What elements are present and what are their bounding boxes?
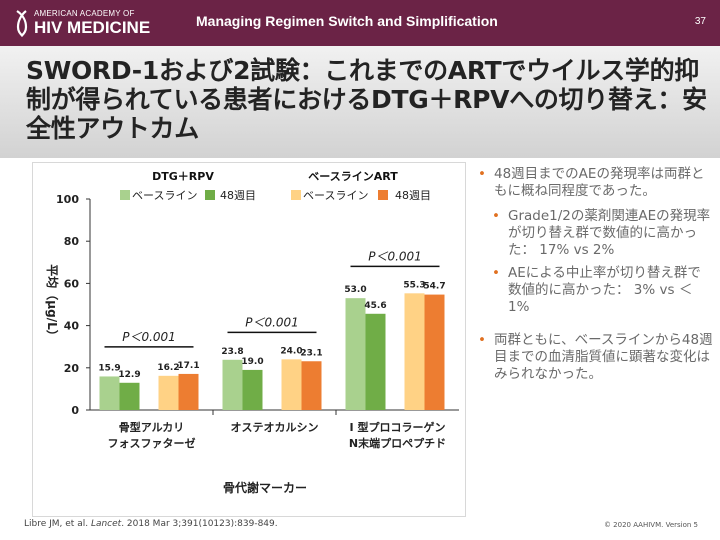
x-category-label: オステオカルシン (231, 421, 319, 434)
x-category-label: 骨型アルカリ (119, 420, 185, 434)
bullet-text: 48週目までのAEの発現率は両群ともに概ね同程度であった。 (494, 166, 705, 199)
group-header-baseline-art: ベースラインART (308, 170, 398, 183)
chart-panel: DTG＋RPV ベースラインART ベースライン 48週目 ベースライン 48週… (32, 162, 466, 517)
ref-authors: Libre JM, et al. (24, 519, 91, 529)
legend-label-art-baseline: ベースライン (303, 189, 368, 202)
bar-value-label: 19.0 (241, 357, 263, 367)
bar-value-label: 53.0 (344, 285, 366, 295)
bar (99, 376, 120, 410)
bars-group: 15.9 23.8 53.0 12.9 19.0 45.6 16.2 24.0 55.3 17.1… (98, 280, 446, 410)
bar (242, 369, 263, 410)
bullet-dot-icon: • (478, 332, 486, 348)
x-category-label: フォスファターゼ (108, 436, 196, 450)
bullet-text: 両群ともに、ベースラインから48週目までの血清脂質値に顕著な変化はみられなかった… (494, 332, 713, 382)
bar (345, 298, 366, 410)
bar (119, 382, 140, 410)
bar-value-label: 23.8 (221, 347, 243, 357)
legend-label-art-48w: 48週目 (395, 189, 431, 202)
x-category-label: N末端プロペプチド (349, 436, 446, 450)
legend-label-dtg-48w: 48週目 (220, 189, 256, 202)
y-tick-label: 100 (56, 193, 79, 206)
y-tick-label: 80 (64, 235, 80, 248)
logo-text-big: HIV MEDICINE (34, 18, 151, 37)
p-value-annotations: P＜0.001 P＜0.001 P＜0.001 (104, 249, 440, 348)
sub-bullet-text: AEによる中止率が切り替え群で数値的に高かった： 3% vs ＜1% (508, 265, 701, 315)
y-tick-label: 60 (64, 277, 80, 290)
group-header-dtg: DTG＋RPV (152, 170, 214, 183)
bullet-dot-icon: • (492, 265, 500, 281)
bar-chart: DTG＋RPV ベースラインART ベースライン 48週目 ベースライン 48週… (45, 170, 459, 495)
bar-value-label: 15.9 (98, 363, 120, 373)
p-value-label: P＜0.001 (368, 249, 422, 263)
y-axis-label: 平均（μg/L） (45, 264, 60, 341)
bar (178, 373, 199, 410)
bar-value-label: 55.3 (403, 280, 425, 290)
y-axis: 0 20 40 60 80 100 (56, 193, 459, 417)
logo-text-small: AMERICAN ACADEMY OF (34, 9, 135, 18)
bar (281, 359, 302, 410)
title-band (0, 46, 720, 158)
header-bar: AMERICAN ACADEMY OF HIV MEDICINE Managin… (0, 0, 720, 46)
footer-reference: Libre JM, et al. Lancet. 2018 Mar 3;391(… (24, 519, 278, 529)
ref-journal: Lancet (90, 519, 122, 529)
bar-value-label: 17.1 (177, 361, 199, 371)
y-tick-label: 0 (71, 404, 79, 417)
legend-swatch-dtg-baseline (120, 190, 130, 200)
bullet-dot-icon: • (478, 166, 486, 182)
legend-swatch-art-48w (378, 190, 388, 200)
x-axis-label: 骨代謝マーカー (223, 480, 307, 495)
x-category-label: I 型プロコラーゲン (350, 420, 446, 434)
bar (365, 313, 386, 410)
bar-value-label: 45.6 (364, 301, 386, 311)
bar (301, 361, 322, 410)
page-number: 37 (694, 16, 706, 27)
legend-swatch-art-baseline (291, 190, 301, 200)
bar-value-label: 16.2 (157, 363, 179, 373)
bar (222, 359, 243, 410)
bullet-item: • 48週目までのAEの発現率は両群ともに概ね同程度であった。 (478, 166, 713, 200)
bullet-dot-icon: • (492, 208, 500, 224)
footer-copyright: © 2020 AAHIVM. Version 5 (603, 521, 698, 529)
legend-swatch-dtg-48w (205, 190, 215, 200)
y-tick-label: 40 (64, 320, 80, 333)
sub-bullet-item: • Grade1/2の薬剤関連AEの発現率が切り替え群で数値的に高かった： 17%… (492, 208, 713, 259)
bar-value-label: 23.1 (300, 348, 322, 358)
header-title: Managing Regimen Switch and Simplificati… (196, 13, 498, 29)
legend-label-dtg-baseline: ベースライン (132, 189, 197, 202)
p-value-label: P＜0.001 (245, 315, 299, 329)
bar (424, 294, 445, 410)
bar-value-label: 54.7 (423, 282, 445, 292)
bar-value-label: 12.9 (118, 370, 140, 380)
ref-details: . 2018 Mar 3;391(10123):839-849. (121, 519, 278, 529)
aahivm-logo-icon (16, 10, 28, 37)
y-tick-label: 20 (64, 362, 80, 375)
bar (158, 375, 179, 410)
p-value-label: P＜0.001 (122, 330, 176, 344)
sub-bullet-item: • AEによる中止率が切り替え群で数値的に高かった： 3% vs ＜1% (492, 265, 713, 316)
slide-title: SWORD-1および2試験：これまでのARTでウイルス学的抑制が得られている患者… (26, 56, 707, 143)
sub-bullet-text: Grade1/2の薬剤関連AEの発現率が切り替え群で数値的に高かった： 17% … (508, 208, 711, 258)
bullet-item: • 両群ともに、ベースラインから48週目までの血清脂質値に顕著な変化はみられなかっ… (478, 332, 713, 383)
bar (404, 293, 425, 410)
bullet-list: • 48週目までのAEの発現率は両群ともに概ね同程度であった。 • Grade1/2… (478, 166, 713, 391)
bar-value-label: 24.0 (280, 346, 302, 356)
